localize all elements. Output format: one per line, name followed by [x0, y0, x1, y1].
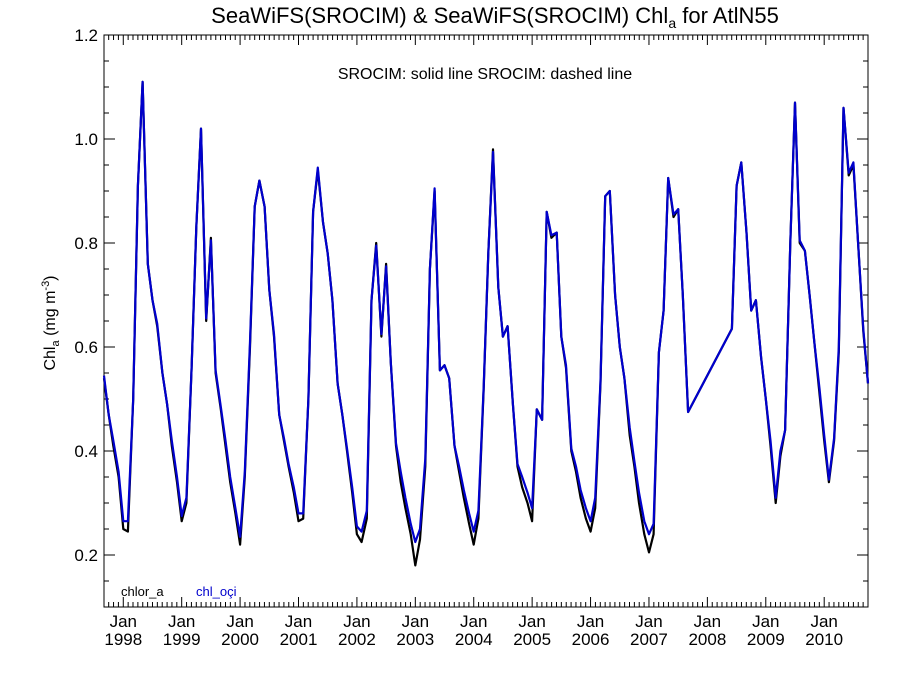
x-tick-month: Jan [810, 612, 837, 631]
x-tick-year: 2007 [630, 630, 668, 649]
x-tick-month: Jan [168, 612, 195, 631]
y-tick-label: 0.4 [74, 442, 98, 461]
legend-chlor-a: chlor_a [121, 584, 164, 599]
x-tick-year: 2004 [455, 630, 493, 649]
series-layer [102, 80, 870, 567]
axes-group: 0.20.40.60.81.01.2Jan1998Jan1999Jan2000J… [74, 26, 869, 649]
line-style-annotation: SROCIM: solid line SROCIM: dashed line [338, 66, 632, 83]
x-tick-year: 1998 [104, 630, 142, 649]
x-tick-year: 1999 [163, 630, 201, 649]
chart-title: SeaWiFS(SROCIM) & SeaWiFS(SROCIM) Chla f… [211, 3, 779, 31]
x-tick-month: Jan [460, 612, 487, 631]
x-tick-month: Jan [518, 612, 545, 631]
x-tick-year: 2008 [688, 630, 726, 649]
x-tick-month: Jan [402, 612, 429, 631]
y-label-rest: (mg m [42, 291, 59, 341]
x-tick-month: Jan [694, 612, 721, 631]
y-label-main: Chl [42, 347, 59, 371]
y-tick-label: 0.8 [74, 234, 98, 253]
x-tick-year: 2000 [221, 630, 259, 649]
y-tick-label: 1.0 [74, 130, 98, 149]
series-line-chl-o-i [102, 80, 870, 544]
y-label-sup: -3 [40, 281, 52, 291]
x-tick-month: Jan [577, 612, 604, 631]
x-tick-month: Jan [752, 612, 779, 631]
y-label-sub: a [50, 340, 62, 347]
x-tick-year: 2003 [396, 630, 434, 649]
x-tick-month: Jan [226, 612, 253, 631]
y-tick-label: 1.2 [74, 26, 98, 45]
y-axis-label: Chla (mg m-3) [40, 275, 62, 370]
x-tick-year: 2002 [338, 630, 376, 649]
y-tick-label: 0.6 [74, 338, 98, 357]
title-subscript: a [668, 15, 676, 31]
title-suffix: for AtlN55 [676, 3, 779, 28]
x-tick-year: 2010 [805, 630, 843, 649]
x-tick-year: 2006 [572, 630, 610, 649]
x-tick-month: Jan [635, 612, 662, 631]
x-tick-month: Jan [285, 612, 312, 631]
title-prefix: SeaWiFS(SROCIM) & SeaWiFS(SROCIM) Chl [211, 3, 668, 28]
x-tick-year: 2005 [513, 630, 551, 649]
legend-chl-oci: chl_oçi [196, 584, 237, 599]
x-tick-year: 2001 [280, 630, 318, 649]
y-label-close: ) [42, 275, 59, 280]
x-tick-year: 2009 [747, 630, 785, 649]
x-tick-month: Jan [110, 612, 137, 631]
x-tick-month: Jan [343, 612, 370, 631]
y-tick-label: 0.2 [74, 546, 98, 565]
